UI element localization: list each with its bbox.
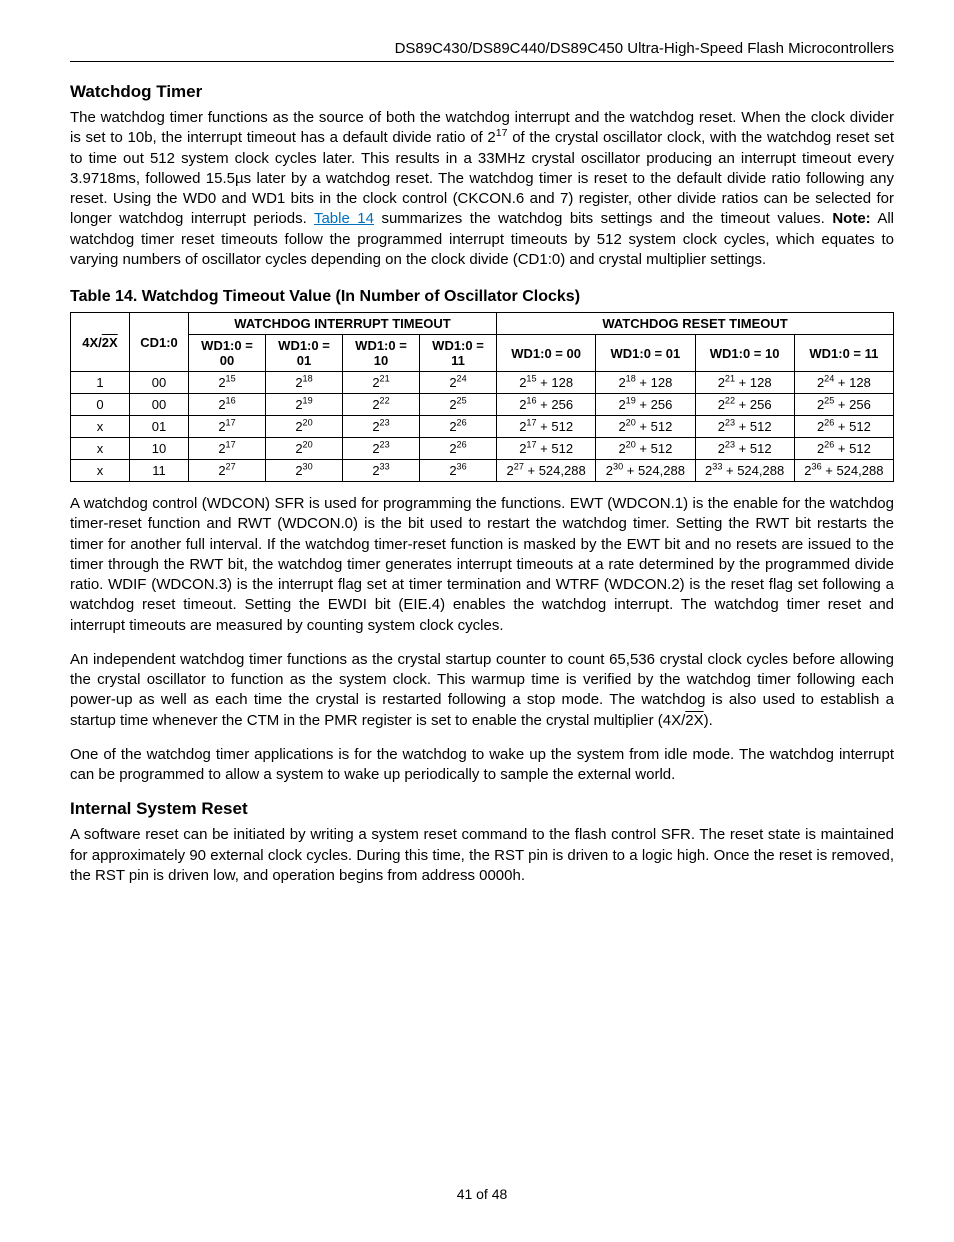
cell-rst: 236 + 524,288 — [794, 460, 893, 482]
cell-int: 223 — [343, 438, 420, 460]
cell-4x2x: 1 — [71, 372, 130, 394]
section-watchdog-title: Watchdog Timer — [70, 82, 894, 102]
cell-rst: 233 + 524,288 — [695, 460, 794, 482]
col-int-11: WD1:0 = 11 — [420, 335, 497, 372]
cell-rst: 223 + 512 — [695, 416, 794, 438]
table-row: x11227230233236227 + 524,288230 + 524,28… — [71, 460, 894, 482]
page-header: DS89C430/DS89C440/DS89C450 Ultra-High-Sp… — [70, 40, 894, 62]
watchdog-para1: The watchdog timer functions as the sour… — [70, 108, 894, 270]
col-rst-11: WD1:0 = 11 — [794, 335, 893, 372]
cell-rst: 218 + 128 — [596, 372, 695, 394]
table-row: x10217220223226217 + 512220 + 512223 + 5… — [71, 438, 894, 460]
cell-cd: 01 — [130, 416, 189, 438]
table-row: 100215218221224215 + 128218 + 128221 + 1… — [71, 372, 894, 394]
watchdog-timeout-table: 4X/2X CD1:0 WATCHDOG INTERRUPT TIMEOUT W… — [70, 312, 894, 482]
col-int-00: WD1:0 = 00 — [189, 335, 266, 372]
cell-int: 224 — [420, 372, 497, 394]
cell-int: 222 — [343, 394, 420, 416]
cell-rst: 227 + 524,288 — [497, 460, 596, 482]
cell-rst: 230 + 524,288 — [596, 460, 695, 482]
col-int-01: WD1:0 = 01 — [266, 335, 343, 372]
cell-int: 226 — [420, 438, 497, 460]
cell-cd: 00 — [130, 394, 189, 416]
cell-cd: 00 — [130, 372, 189, 394]
cell-rst: 220 + 512 — [596, 416, 695, 438]
page-number: 41 of 48 — [457, 1186, 508, 1202]
cell-int: 227 — [189, 460, 266, 482]
cell-rst: 225 + 256 — [794, 394, 893, 416]
cell-rst: 219 + 256 — [596, 394, 695, 416]
col-4x2x: 4X/2X — [71, 313, 130, 372]
cell-rst: 226 + 512 — [794, 416, 893, 438]
col-cd: CD1:0 — [130, 313, 189, 372]
reset-para1: A software reset can be initiated by wri… — [70, 825, 894, 886]
table-row: 000216219222225216 + 256219 + 256222 + 2… — [71, 394, 894, 416]
col-rst-00: WD1:0 = 00 — [497, 335, 596, 372]
cell-int: 230 — [266, 460, 343, 482]
cell-cd: 10 — [130, 438, 189, 460]
cell-4x2x: x — [71, 416, 130, 438]
cell-int: 225 — [420, 394, 497, 416]
cell-rst: 217 + 512 — [497, 416, 596, 438]
watchdog-para4: One of the watchdog timer applications i… — [70, 745, 894, 786]
cell-rst: 220 + 512 — [596, 438, 695, 460]
cell-rst: 221 + 128 — [695, 372, 794, 394]
cell-rst: 217 + 512 — [497, 438, 596, 460]
cell-int: 219 — [266, 394, 343, 416]
cell-int: 215 — [189, 372, 266, 394]
table14-link[interactable]: Table 14 — [314, 210, 374, 227]
col-int-10: WD1:0 = 10 — [343, 335, 420, 372]
cell-rst: 223 + 512 — [695, 438, 794, 460]
cell-int: 223 — [343, 416, 420, 438]
cell-4x2x: x — [71, 460, 130, 482]
cell-int: 221 — [343, 372, 420, 394]
section-reset-title: Internal System Reset — [70, 799, 894, 819]
col-rst-10: WD1:0 = 10 — [695, 335, 794, 372]
cell-rst: 224 + 128 — [794, 372, 893, 394]
cell-rst: 226 + 512 — [794, 438, 893, 460]
cell-4x2x: x — [71, 438, 130, 460]
cell-int: 217 — [189, 438, 266, 460]
col-group-reset: WATCHDOG RESET TIMEOUT — [497, 313, 894, 335]
cell-int: 236 — [420, 460, 497, 482]
cell-rst: 222 + 256 — [695, 394, 794, 416]
table-row: x01217220223226217 + 512220 + 512223 + 5… — [71, 416, 894, 438]
cell-int: 217 — [189, 416, 266, 438]
header-title: DS89C430/DS89C440/DS89C450 Ultra-High-Sp… — [395, 40, 894, 57]
col-rst-01: WD1:0 = 01 — [596, 335, 695, 372]
cell-int: 226 — [420, 416, 497, 438]
cell-int: 220 — [266, 416, 343, 438]
watchdog-para3: An independent watchdog timer functions … — [70, 650, 894, 731]
cell-4x2x: 0 — [71, 394, 130, 416]
cell-int: 233 — [343, 460, 420, 482]
table14-caption: Table 14. Watchdog Timeout Value (In Num… — [70, 288, 894, 306]
cell-int: 216 — [189, 394, 266, 416]
cell-rst: 216 + 256 — [497, 394, 596, 416]
page-footer: 41 of 48 — [70, 1186, 894, 1202]
cell-int: 220 — [266, 438, 343, 460]
watchdog-para2: A watchdog control (WDCON) SFR is used f… — [70, 494, 894, 636]
col-group-interrupt: WATCHDOG INTERRUPT TIMEOUT — [189, 313, 497, 335]
cell-rst: 215 + 128 — [497, 372, 596, 394]
cell-cd: 11 — [130, 460, 189, 482]
cell-int: 218 — [266, 372, 343, 394]
